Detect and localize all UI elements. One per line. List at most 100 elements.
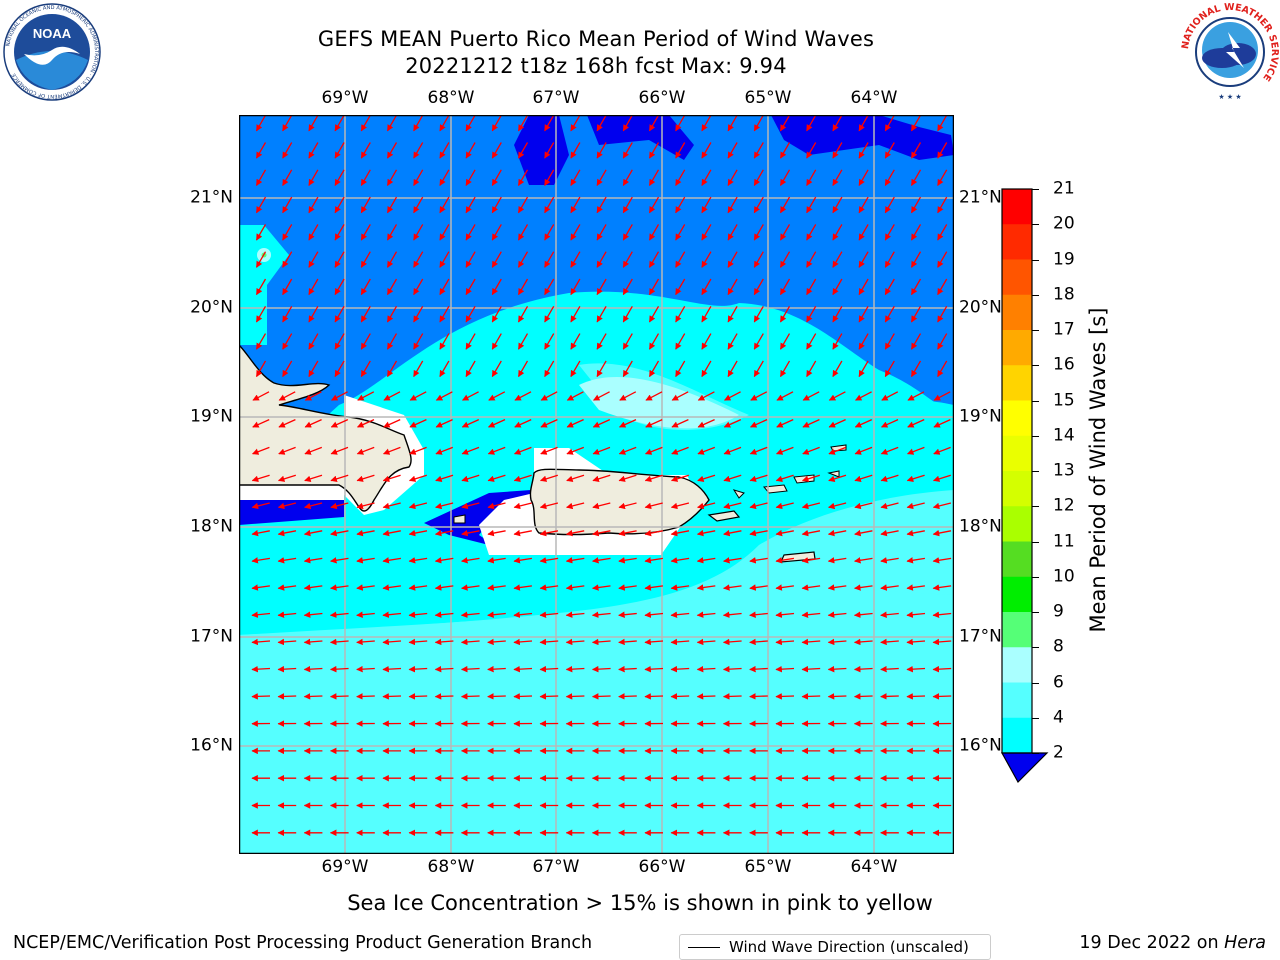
wind-wave-arrow — [701, 333, 712, 350]
wind-wave-arrow — [251, 584, 270, 591]
wind-wave-arrow — [723, 584, 742, 591]
wind-wave-arrow — [749, 502, 768, 510]
wind-wave-arrow — [357, 391, 375, 401]
wind-wave-arrow — [753, 251, 764, 268]
wind-wave-arrow — [644, 665, 664, 673]
wind-wave-arrow — [334, 115, 345, 132]
wind-wave-arrow — [303, 611, 323, 618]
wind-wave-arrow — [749, 557, 768, 564]
lat-label-right: 17°N — [959, 626, 1002, 647]
wind-wave-arrow — [304, 474, 323, 482]
wind-wave-arrow — [308, 115, 319, 132]
wind-wave-arrow — [360, 196, 371, 214]
wind-wave-arrow — [255, 360, 267, 378]
wind-wave-arrow — [828, 474, 847, 482]
wind-wave-arrow — [779, 169, 791, 186]
colorbar-block — [1002, 506, 1032, 542]
wind-wave-arrow — [723, 419, 742, 428]
wind-wave-arrow — [880, 584, 899, 591]
lat-label-left: 18°N — [190, 516, 233, 537]
wind-wave-arrow — [775, 638, 795, 646]
wind-wave-arrow — [539, 557, 559, 564]
wind-wave-arrow — [565, 665, 585, 673]
wind-wave-arrow — [491, 251, 502, 268]
wind-wave-arrow — [460, 611, 480, 618]
wind-wave-arrow — [434, 693, 454, 700]
wind-wave-arrow — [933, 446, 951, 455]
wind-wave-arrow — [465, 169, 476, 186]
wind-wave-arrow — [251, 693, 271, 700]
wind-wave-arrow — [880, 611, 899, 618]
wind-wave-arrow — [779, 333, 791, 350]
wind-wave-arrow — [779, 305, 791, 323]
wind-wave-arrow — [544, 278, 555, 296]
wind-wave-arrow — [701, 169, 712, 186]
wind-wave-arrow — [675, 115, 686, 132]
wind-wave-arrow — [383, 391, 401, 401]
wind-wave-arrow — [330, 419, 349, 428]
legend-label: Wind Wave Direction (unscaled) — [729, 938, 969, 956]
wind-wave-arrow — [775, 557, 795, 564]
lat-label-right: 19°N — [959, 406, 1002, 427]
wind-wave-arrow — [539, 584, 559, 591]
wind-wave-arrow — [648, 169, 660, 186]
wind-wave-arrow — [303, 584, 323, 591]
colorbar-tick — [1032, 717, 1039, 719]
wind-wave-arrow — [648, 224, 660, 241]
colorbar-block — [1002, 365, 1032, 401]
wind-wave-arrow — [854, 584, 873, 591]
wind-wave-arrow — [618, 502, 637, 510]
wind-wave-arrow — [461, 446, 480, 455]
wind-wave-arrow — [937, 224, 948, 241]
wind-wave-arrow — [727, 115, 738, 132]
wind-wave-arrow — [386, 360, 398, 378]
wind-wave-arrow — [622, 142, 633, 159]
wind-wave-arrow — [408, 584, 428, 591]
wind-wave-arrow — [701, 115, 712, 132]
wind-wave-arrow — [514, 419, 532, 428]
wind-wave-arrow — [465, 224, 476, 241]
wind-wave-arrow — [749, 638, 768, 646]
wind-wave-arrow — [539, 611, 559, 618]
wind-wave-arrow — [884, 305, 895, 323]
wind-wave-arrow — [779, 224, 791, 241]
wind-wave-arrow — [779, 115, 791, 132]
wind-wave-arrow — [566, 419, 584, 428]
wind-wave-arrow — [251, 529, 270, 537]
wind-wave-arrow — [727, 333, 738, 350]
wind-wave-arrow — [255, 115, 267, 132]
wind-wave-arrow — [386, 333, 398, 350]
wind-wave-arrow — [460, 638, 480, 646]
wind-wave-arrow — [487, 638, 506, 646]
colorbar-tick-label: 21 — [1053, 178, 1075, 199]
wind-wave-arrow — [701, 278, 712, 296]
wind-wave-arrow — [487, 665, 506, 673]
wind-wave-arrow — [853, 665, 873, 673]
wind-wave-arrow — [727, 196, 738, 214]
wind-wave-arrow — [858, 360, 869, 378]
wind-wave-arrow — [544, 142, 555, 159]
wind-wave-arrow — [251, 557, 271, 564]
wind-wave-arrow — [648, 142, 660, 159]
wind-wave-arrow — [334, 278, 345, 296]
wind-wave-arrow — [434, 611, 454, 618]
wind-wave-arrow — [517, 169, 529, 186]
wind-wave-arrow — [937, 196, 948, 214]
wind-wave-arrow — [722, 693, 742, 700]
wind-wave-arrow — [439, 360, 450, 378]
wind-wave-arrow — [434, 584, 454, 591]
wind-wave-arrow — [303, 665, 323, 673]
wind-wave-arrow — [308, 169, 319, 186]
wind-wave-arrow — [382, 611, 402, 618]
wind-wave-arrow — [644, 446, 663, 455]
wind-wave-arrow — [753, 196, 764, 214]
wind-wave-arrow — [517, 196, 529, 214]
wind-wave-arrow — [884, 278, 895, 296]
wind-wave-arrow — [592, 446, 611, 455]
wind-wave-arrow — [880, 474, 899, 482]
wind-wave-arrow — [461, 419, 480, 428]
wind-wave-arrow — [675, 360, 686, 378]
colorbar-tick-label: 20 — [1053, 213, 1075, 234]
wind-wave-arrow — [723, 502, 742, 510]
wind-wave-arrow — [408, 693, 428, 700]
